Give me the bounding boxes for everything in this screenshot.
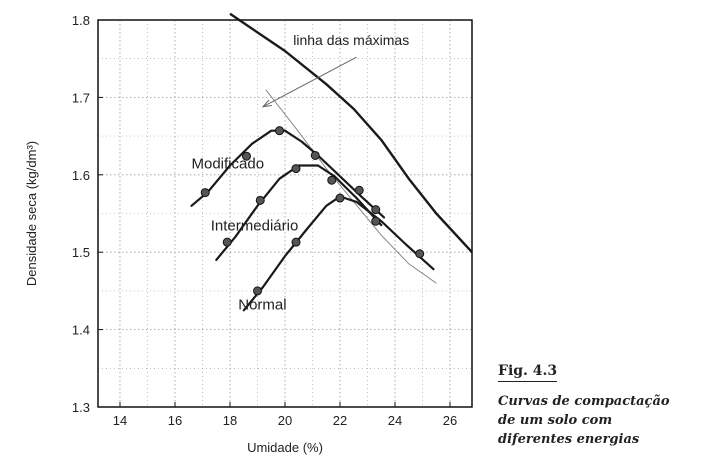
x-axis-label: Umidade (%) [247,440,323,455]
caption-line: Curvas de compactação [498,394,670,409]
max-line-annotation: linha das máximas [293,32,409,48]
x-axis-ticks: 14 16 18 20 22 24 26 [113,402,457,428]
data-point [255,195,265,205]
data-point [354,185,364,195]
data-point [275,126,284,136]
data-point [310,150,320,160]
data-point [327,175,337,185]
data-point [291,164,301,174]
figure-description: Curvas de compactação de um solo com dif… [498,392,708,449]
max-line [229,12,473,254]
data-point [335,193,345,203]
data-point [253,286,262,296]
caption-line: de um solo com [498,413,613,428]
grid [98,19,472,408]
x-tick-label: 14 [113,413,127,428]
x-tick-label: 22 [333,413,347,428]
compaction-curve [242,195,435,312]
x-tick-label: 26 [443,413,457,428]
figure-number: Fig. 4.3 [498,363,558,382]
curve-label: Intermediário [211,218,299,235]
data-point [415,249,425,259]
data-point [371,205,381,215]
compaction-chart: Modificado Intermediário Normal linha das m… [24,12,473,455]
data-point [291,237,301,247]
curve-label: Modificado [192,156,265,173]
annotation-arrow [262,56,357,108]
y-tick-label: 1.8 [72,13,90,28]
data-point [371,216,381,226]
x-tick-label: 16 [168,413,182,428]
y-axis-ticks: 1.3 1.4 1.5 1.6 1.7 1.8 [72,13,103,415]
y-tick-label: 1.6 [72,168,90,183]
y-tick-label: 1.4 [72,323,90,338]
x-tick-label: 18 [223,413,237,428]
y-tick-label: 1.3 [72,400,90,415]
arrow-head [261,99,272,108]
y-axis-label: Densidade seca (kg/dm³) [24,141,39,286]
data-point [222,237,232,247]
data-point [200,188,210,198]
data-points [200,126,425,296]
curve-label: Normal [238,296,286,313]
y-tick-label: 1.7 [72,90,90,105]
caption-line: diferentes energias [498,432,640,447]
x-tick-label: 24 [388,413,402,428]
compaction-curve [190,129,386,219]
x-tick-label: 20 [278,413,292,428]
figure-caption: Fig. 4.3 Curvas de compactação de um sol… [498,360,708,449]
y-tick-label: 1.5 [72,245,90,260]
compaction-curve [215,164,383,261]
annotation: Modificado Intermediário Normal linha das m… [192,32,410,314]
data-point [242,151,251,161]
